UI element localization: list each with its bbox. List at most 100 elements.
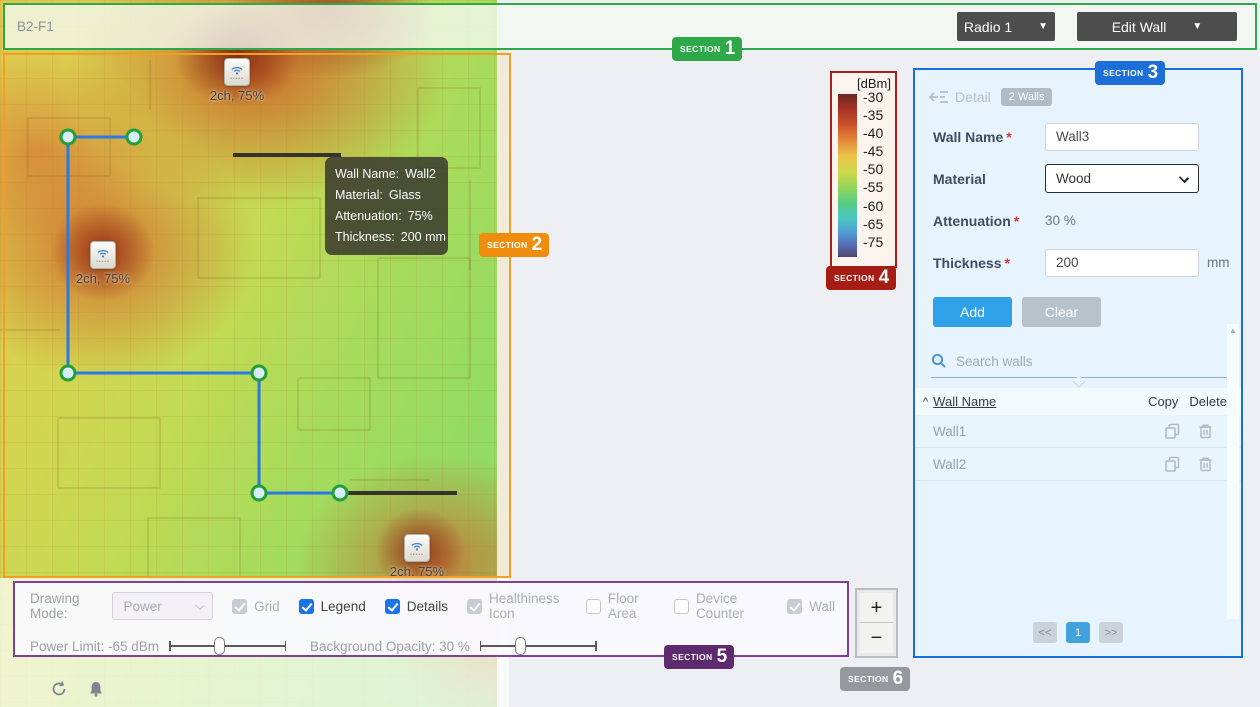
- chevron-down-icon[interactable]: [1072, 375, 1086, 388]
- access-point-2[interactable]: ••••• 2ch, 75%: [63, 241, 143, 286]
- floorplan-margin: [497, 51, 509, 578]
- wall-name-input[interactable]: [1045, 122, 1199, 151]
- radio-dropdown-button[interactable]: Radio 1 ▼: [957, 12, 1055, 41]
- topbar-buttons: Radio 1 ▼ Edit Wall ▼: [957, 12, 1237, 41]
- table-row[interactable]: Wall2: [915, 448, 1241, 481]
- healthiness-icon-checkbox[interactable]: Healthiness Icon: [466, 591, 567, 621]
- section-5-badge: SECTION 5: [664, 645, 735, 669]
- detail-back-label[interactable]: Detail: [955, 89, 991, 105]
- legend-tick: -40: [863, 125, 884, 142]
- bottom-icons: [50, 680, 104, 698]
- wall-checkbox[interactable]: Wall: [787, 598, 835, 614]
- device-counter-label: Device Counter: [695, 591, 744, 621]
- legend-tick: -75: [863, 233, 884, 250]
- copy-icon[interactable]: [1164, 423, 1180, 439]
- copy-icon[interactable]: [1164, 456, 1180, 472]
- wall-count-badge: 2 Walls: [1000, 88, 1053, 106]
- slider-thumb[interactable]: [514, 637, 526, 655]
- delete-column-header: Delete: [1189, 394, 1227, 409]
- device-counter-checkbox[interactable]: Device Counter: [673, 591, 768, 621]
- access-point-3[interactable]: ••••• 2ch, 75%: [377, 534, 457, 579]
- details-checkbox[interactable]: Details: [384, 598, 448, 614]
- details-label: Details: [406, 598, 448, 614]
- wall-name-column-header[interactable]: Wall Name: [933, 394, 997, 409]
- checkbox-unchecked-icon: [585, 598, 601, 614]
- search-walls-input[interactable]: [956, 353, 1227, 369]
- chevron-down-icon: [1178, 172, 1190, 184]
- access-point-1[interactable]: ••••• 2ch, 75%: [197, 58, 277, 103]
- ap-icon[interactable]: •••••: [404, 534, 430, 562]
- wall-search: [931, 353, 1227, 388]
- wifi-icon: [411, 542, 423, 550]
- refresh-icon[interactable]: [50, 680, 68, 698]
- grid-checkbox[interactable]: Grid: [232, 598, 280, 614]
- legend-tick: -50: [863, 161, 884, 178]
- legend-tick: -35: [863, 107, 884, 124]
- zoom-out-button[interactable]: −: [860, 623, 893, 653]
- section-6-badge: SECTION 6: [840, 667, 911, 691]
- first-page-button[interactable]: <<: [1033, 622, 1057, 643]
- power-limit-slider[interactable]: [169, 637, 287, 655]
- add-button[interactable]: Add: [933, 297, 1012, 327]
- zoom-in-button[interactable]: +: [860, 593, 893, 623]
- clear-button[interactable]: Clear: [1022, 297, 1101, 327]
- selected-wall-polyline[interactable]: [66, 135, 340, 495]
- tooltip-value: 75%: [407, 209, 433, 223]
- trash-icon[interactable]: [1198, 423, 1213, 439]
- tooltip-label: Attenuation:: [335, 209, 402, 223]
- floor-area-label: Floor Area: [607, 591, 639, 621]
- drawing-mode-select[interactable]: Power: [112, 592, 214, 620]
- checkbox-checked-icon: [384, 598, 400, 614]
- checkbox-checked-disabled-icon: [466, 598, 482, 614]
- current-page-button[interactable]: 1: [1066, 622, 1090, 643]
- list-scrollbar[interactable]: ▲: [1227, 324, 1239, 619]
- chevron-down-icon: [195, 601, 205, 610]
- ap-icon[interactable]: •••••: [90, 241, 116, 269]
- thickness-unit: mm: [1207, 255, 1230, 270]
- wall-row-name: Wall2: [933, 456, 967, 472]
- slider-thumb[interactable]: [213, 637, 225, 655]
- wall-edit-panel: Detail 2 Walls Wall Name* Material Wood …: [913, 68, 1243, 658]
- background-opacity-label: Background Opacity: 30 %: [310, 638, 470, 654]
- legend-checkbox[interactable]: Legend: [298, 598, 366, 614]
- ap-label: 2ch, 75%: [389, 564, 445, 579]
- back-icon[interactable]: [929, 90, 949, 104]
- wall-row-name: Wall1: [933, 423, 967, 439]
- table-row[interactable]: Wall1: [915, 415, 1241, 448]
- dbm-legend: [dBm] -30 -35 -40 -45 -50 -55 -60 -65 -7…: [830, 71, 897, 268]
- trash-icon[interactable]: [1198, 456, 1213, 472]
- section-3-badge: SECTION 3: [1095, 61, 1166, 85]
- notification-bell-icon[interactable]: [88, 680, 104, 698]
- checkbox-checked-disabled-icon: [232, 598, 248, 614]
- tooltip-label: Wall Name:: [335, 167, 400, 181]
- wall-layer[interactable]: [0, 0, 520, 600]
- scroll-up-icon[interactable]: ▲: [1229, 326, 1237, 335]
- floor-title: B2-F1: [17, 19, 54, 34]
- static-wall-segments[interactable]: [233, 153, 457, 495]
- pagination: << 1 >>: [915, 622, 1241, 643]
- thickness-label: Thickness *: [933, 254, 1010, 271]
- top-bar: B2-F1 Radio 1 ▼ Edit Wall ▼: [3, 3, 1257, 50]
- last-page-button[interactable]: >>: [1099, 622, 1123, 643]
- floor-area-checkbox[interactable]: Floor Area: [585, 591, 655, 621]
- material-select[interactable]: Wood: [1045, 164, 1199, 193]
- ap-icon[interactable]: •••••: [224, 58, 250, 86]
- material-row: Material Wood: [933, 164, 1225, 193]
- attenuation-label: Attenuation *: [933, 212, 1020, 229]
- ap-ports: •••••: [410, 551, 424, 558]
- form-buttons: Add Clear: [933, 297, 1225, 327]
- sort-asc-icon[interactable]: ^: [923, 395, 929, 408]
- tooltip-value: 200 mm: [400, 230, 446, 244]
- background-opacity-slider[interactable]: [479, 637, 597, 655]
- thickness-input[interactable]: [1045, 248, 1199, 277]
- wall-tooltip: Wall Name: Wall2 Material: Glass Attenuati…: [325, 157, 448, 255]
- search-icon: [931, 353, 947, 369]
- copy-column-header: Copy: [1148, 394, 1179, 409]
- edit-wall-dropdown-button[interactable]: Edit Wall ▼: [1077, 12, 1237, 41]
- legend-label: Legend: [320, 598, 366, 614]
- wall-name-row: Wall Name *: [933, 122, 1225, 151]
- wall-vertex-handles[interactable]: [59, 128, 349, 502]
- wifi-icon: [231, 66, 243, 74]
- legend-title: [dBm]: [857, 76, 891, 91]
